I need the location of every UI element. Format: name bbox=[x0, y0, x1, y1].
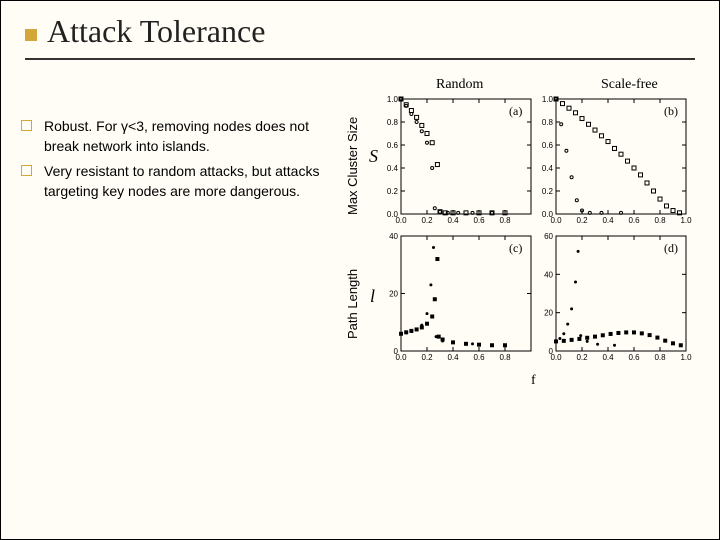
chart-panels-svg: 0.00.20.40.60.80.00.20.40.60.81.0(a)0.00… bbox=[371, 81, 701, 381]
list-item: Very resistant to random attacks, but at… bbox=[21, 161, 321, 202]
svg-text:0: 0 bbox=[549, 347, 554, 356]
svg-text:0.2: 0.2 bbox=[421, 216, 433, 225]
title-accent-square bbox=[25, 29, 37, 41]
svg-text:0.8: 0.8 bbox=[542, 118, 554, 127]
svg-text:0.2: 0.2 bbox=[421, 353, 433, 362]
svg-text:60: 60 bbox=[544, 232, 553, 241]
bullet-icon bbox=[21, 165, 32, 176]
svg-text:1.0: 1.0 bbox=[387, 95, 399, 104]
svg-text:0.2: 0.2 bbox=[387, 187, 399, 196]
svg-text:0.6: 0.6 bbox=[473, 353, 485, 362]
svg-text:40: 40 bbox=[389, 232, 398, 241]
svg-text:40: 40 bbox=[544, 270, 553, 279]
svg-text:0.8: 0.8 bbox=[654, 216, 666, 225]
svg-text:0.6: 0.6 bbox=[387, 141, 399, 150]
svg-text:0.8: 0.8 bbox=[387, 118, 399, 127]
svg-text:(d): (d) bbox=[664, 241, 678, 255]
svg-text:0.6: 0.6 bbox=[628, 216, 640, 225]
list-item: Robust. For γ<3, removing nodes does not… bbox=[21, 116, 321, 157]
bullet-text: Robust. For γ<3, removing nodes does not… bbox=[44, 116, 321, 157]
svg-text:(b): (b) bbox=[664, 104, 678, 118]
svg-text:0.8: 0.8 bbox=[499, 353, 511, 362]
svg-text:0.8: 0.8 bbox=[499, 216, 511, 225]
svg-text:1.0: 1.0 bbox=[542, 95, 554, 104]
svg-text:0.6: 0.6 bbox=[542, 141, 554, 150]
svg-text:20: 20 bbox=[544, 309, 553, 318]
svg-text:0.2: 0.2 bbox=[576, 353, 588, 362]
svg-text:0.2: 0.2 bbox=[576, 216, 588, 225]
svg-text:0.0: 0.0 bbox=[542, 210, 554, 219]
svg-text:0.4: 0.4 bbox=[447, 353, 459, 362]
svg-text:0.4: 0.4 bbox=[542, 164, 554, 173]
page-title: Attack Tolerance bbox=[47, 13, 265, 49]
svg-text:1.0: 1.0 bbox=[680, 353, 692, 362]
svg-text:0.6: 0.6 bbox=[628, 353, 640, 362]
svg-text:0.6: 0.6 bbox=[473, 216, 485, 225]
bullet-text: Very resistant to random attacks, but at… bbox=[44, 161, 321, 202]
svg-text:0.0: 0.0 bbox=[387, 210, 399, 219]
svg-text:0: 0 bbox=[394, 347, 399, 356]
y-section-label-top: Max Cluster Size bbox=[345, 93, 360, 238]
svg-text:0.4: 0.4 bbox=[387, 164, 399, 173]
bullet-icon bbox=[21, 120, 32, 131]
title-underline bbox=[25, 58, 695, 60]
chart-grid: Max Cluster Size Path Length Random Scal… bbox=[371, 81, 701, 401]
slide-title-bar: Attack Tolerance bbox=[1, 1, 719, 58]
svg-text:0.4: 0.4 bbox=[447, 216, 459, 225]
svg-text:(a): (a) bbox=[509, 104, 522, 118]
svg-text:0.4: 0.4 bbox=[602, 216, 614, 225]
bullet-list: Robust. For γ<3, removing nodes does not… bbox=[21, 116, 321, 205]
svg-text:(c): (c) bbox=[509, 241, 522, 255]
svg-text:0.8: 0.8 bbox=[654, 353, 666, 362]
svg-text:20: 20 bbox=[389, 290, 398, 299]
svg-text:0.2: 0.2 bbox=[542, 187, 554, 196]
svg-text:1.0: 1.0 bbox=[680, 216, 692, 225]
y-section-label-bottom: Path Length bbox=[345, 241, 360, 366]
svg-text:0.4: 0.4 bbox=[602, 353, 614, 362]
